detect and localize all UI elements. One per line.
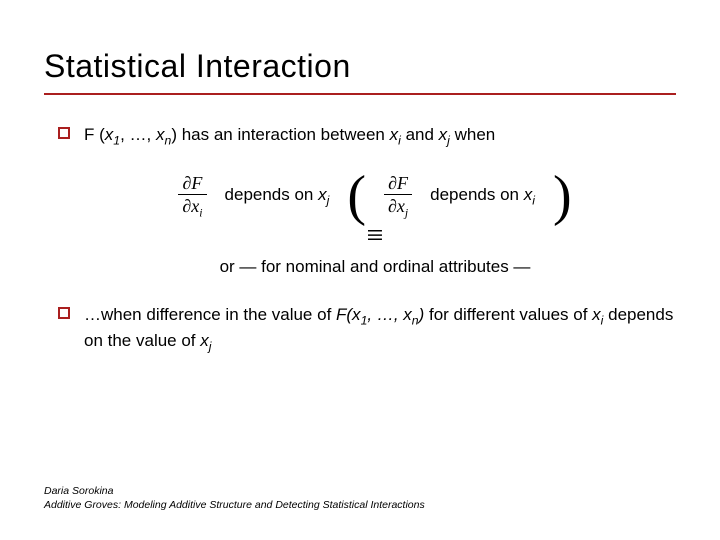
dep-xi-x: x [524, 185, 533, 204]
dep-xj-x: x [318, 185, 327, 204]
lparen: ( [347, 174, 366, 219]
dep-xi-sub: i [532, 193, 535, 207]
b2-F: F(x [336, 305, 361, 324]
footer-line2: Additive Groves: Modeling Additive Struc… [44, 498, 425, 512]
b2-xj: x [200, 331, 209, 350]
bullet-1-text: F (x1, …, xn) has an interaction between… [84, 123, 495, 150]
b1-xi: x [390, 125, 399, 144]
depends-on-xi: depends on xi [430, 185, 535, 207]
bullet-box-icon [58, 307, 70, 319]
partial-dxj: ∂F ∂xj [384, 174, 412, 219]
frac-bot-i-sub: i [199, 206, 202, 219]
frac-bot-j-pre: ∂x [388, 196, 405, 216]
rparen: ) [553, 174, 572, 219]
title-underline [44, 93, 676, 95]
footer-line1: Daria Sorokina [44, 484, 425, 498]
equivalence-row: ∂F ∂xi depends on xj ( ∂F ∂xj depends on… [44, 174, 676, 219]
b1-xn: x [156, 125, 165, 144]
partial-dxi: ∂F ∂xi [178, 174, 206, 219]
b1-mid2: ) has an interaction between [171, 125, 389, 144]
dep-xj-sub: j [327, 193, 330, 207]
b2-pre: …when difference in the value of [84, 305, 336, 324]
frac-top-i: ∂F [179, 174, 207, 194]
frac-bot-j: ∂xj [384, 194, 412, 219]
slide-footer: Daria Sorokina Additive Groves: Modeling… [44, 484, 425, 512]
dep-xi-pre: depends on [430, 185, 524, 204]
slide-title: Statistical Interaction [44, 48, 676, 85]
depends-on-xj: depends on xj [225, 185, 330, 207]
frac-top-j: ∂F [384, 174, 412, 194]
b1-tail: when [450, 125, 495, 144]
b2-Fsn: n [412, 313, 419, 327]
bullet-box-icon [58, 127, 70, 139]
b2-mid: for different values of [424, 305, 592, 324]
b2-xjs: j [209, 340, 212, 354]
dep-xj-pre: depends on [225, 185, 319, 204]
frac-bot-i: ∂xi [178, 194, 206, 219]
b1-and: and [401, 125, 439, 144]
bullet-2-text: …when difference in the value of F(x1, …… [84, 303, 676, 356]
bullet-2: …when difference in the value of F(x1, …… [44, 303, 676, 356]
bullet-1: F (x1, …, xn) has an interaction between… [44, 123, 676, 150]
b1-pre: F ( [84, 125, 105, 144]
b1-xj: x [439, 125, 448, 144]
b1-mid1: , …, [120, 125, 156, 144]
frac-bot-j-sub: j [405, 206, 408, 219]
frac-bot-i-pre: ∂x [182, 196, 199, 216]
nominal-ordinal-note: or — for nominal and ordinal attributes … [44, 257, 676, 277]
b2-xi: x [592, 305, 601, 324]
b2-Fmid: , …, x [367, 305, 411, 324]
b1-x1: x [105, 125, 114, 144]
